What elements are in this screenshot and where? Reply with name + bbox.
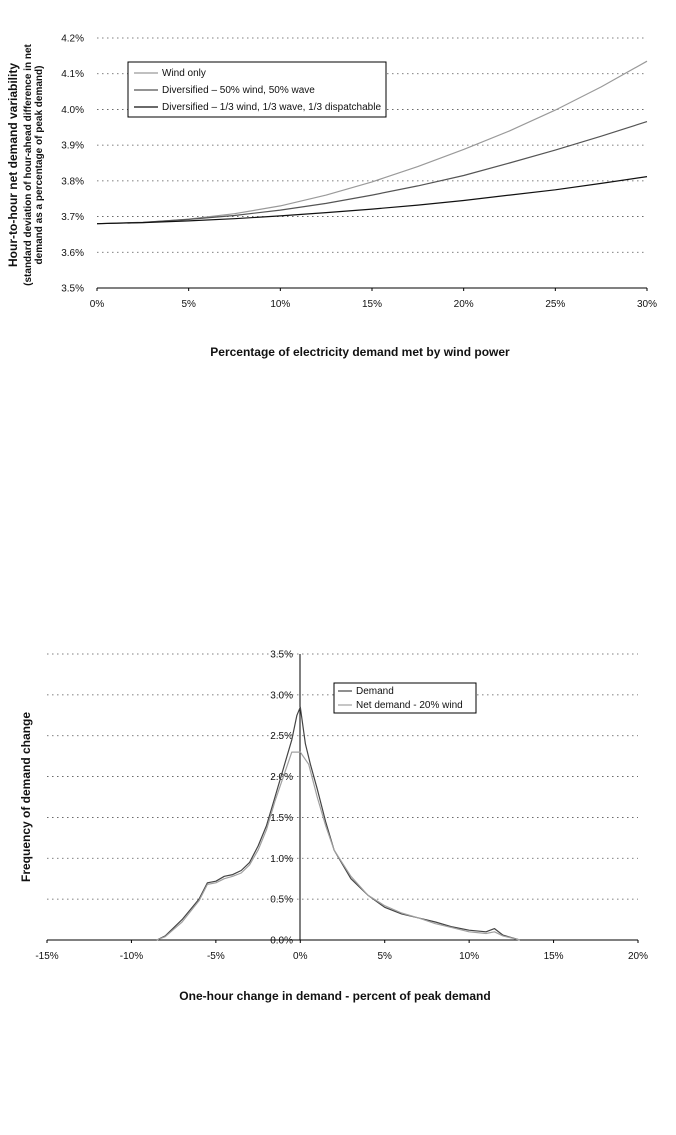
frequency-x-tick-label: 15% bbox=[544, 951, 564, 962]
variability-x-tick-label: 25% bbox=[545, 299, 565, 310]
frequency-y-tick-label: 3.5% bbox=[270, 650, 293, 661]
variability-x-tick-label: 30% bbox=[637, 299, 657, 310]
variability-y-tick-label: 3.9% bbox=[61, 141, 84, 152]
frequency-x-tick-label: 10% bbox=[459, 951, 479, 962]
frequency-y-tick-label: 0.5% bbox=[270, 895, 293, 906]
frequency-x-ticks: -15% -10% -5% 0% 5% 10% 15% 20% bbox=[35, 940, 648, 962]
variability-chart: 3.5% 3.6% 3.7% 3.8% 3.9% 4.0% 4.1% 4.2% 0% 5% 10%… bbox=[6, 34, 657, 360]
frequency-x-tick-label: -15% bbox=[35, 951, 58, 962]
legend-box bbox=[333, 682, 477, 714]
variability-x-tick-label: 20% bbox=[454, 299, 474, 310]
variability-legend: Wind only Diversified – 50% wind, 50% wa… bbox=[127, 61, 387, 118]
frequency-x-tick-label: 20% bbox=[628, 951, 648, 962]
legend-label-diversified-50: Diversified – 50% wind, 50% wave bbox=[162, 85, 315, 96]
frequency-chart: 0.0% 0.5% 1.0% 1.5% 2.0% 2.5% 3.0% 3.5% -15% -10… bbox=[19, 650, 648, 1004]
variability-y-tick-label: 3.7% bbox=[61, 212, 84, 223]
frequency-y-axis-title: Frequency of demand change bbox=[19, 712, 33, 882]
variability-y-tick-label: 3.8% bbox=[61, 176, 84, 187]
variability-x-tick-label: 10% bbox=[270, 299, 290, 310]
frequency-x-tick-label: -10% bbox=[120, 951, 143, 962]
variability-y-tick-label: 4.2% bbox=[61, 34, 84, 45]
frequency-series-line-2 bbox=[156, 751, 520, 941]
frequency-y-tick-label: 0.0% bbox=[270, 936, 293, 947]
legend-label-demand: Demand bbox=[356, 686, 394, 697]
variability-x-axis-title: Percentage of electricity demand met by … bbox=[210, 345, 510, 359]
frequency-x-tick-label: 5% bbox=[377, 951, 392, 962]
variability-y-axis-subtitle-1: (standard deviation of hour-ahead differ… bbox=[23, 43, 34, 285]
frequency-y-tick-label: 2.0% bbox=[270, 772, 293, 783]
variability-series-line-2 bbox=[96, 121, 648, 225]
frequency-y-tick-label: 1.5% bbox=[270, 813, 293, 824]
variability-y-tick-label: 4.0% bbox=[61, 105, 84, 116]
variability-y-tick-label: 3.5% bbox=[61, 284, 84, 295]
frequency-y-tick-label: 3.0% bbox=[270, 690, 293, 701]
variability-y-tick-label: 3.6% bbox=[61, 248, 84, 259]
frequency-series-line-1 bbox=[156, 706, 520, 941]
frequency-legend: Demand Net demand - 20% wind bbox=[333, 682, 477, 714]
variability-y-tick-label: 4.1% bbox=[61, 69, 84, 80]
variability-x-tick-label: 0% bbox=[90, 299, 105, 310]
legend-label-wind-only: Wind only bbox=[162, 68, 206, 79]
frequency-y-ticks: 0.0% 0.5% 1.0% 1.5% 2.0% 2.5% 3.0% 3.5% bbox=[270, 650, 293, 947]
frequency-y-tick-label: 1.0% bbox=[270, 854, 293, 865]
variability-series-line-3 bbox=[96, 176, 648, 225]
variability-series bbox=[96, 60, 648, 225]
variability-y-axis-title: Hour-to-hour net demand variability bbox=[6, 63, 20, 267]
frequency-series bbox=[156, 706, 520, 941]
legend-label-diversified-third: Diversified – 1/3 wind, 1/3 wave, 1/3 di… bbox=[162, 102, 381, 113]
variability-y-ticks: 3.5% 3.6% 3.7% 3.8% 3.9% 4.0% 4.1% 4.2% bbox=[61, 34, 84, 295]
frequency-x-axis-title: One-hour change in demand - percent of p… bbox=[179, 989, 490, 1003]
variability-y-axis-subtitle-2: demand as a percentage of peak demand) bbox=[34, 66, 45, 265]
frequency-y-tick-label: 2.5% bbox=[270, 731, 293, 742]
legend-box bbox=[127, 61, 387, 118]
legend-label-net-demand: Net demand - 20% wind bbox=[356, 700, 463, 711]
variability-x-tick-label: 5% bbox=[181, 299, 196, 310]
variability-x-ticks: 0% 5% 10% 15% 20% 25% 30% bbox=[90, 288, 657, 310]
variability-x-tick-label: 15% bbox=[362, 299, 382, 310]
frequency-x-tick-label: -5% bbox=[207, 951, 225, 962]
frequency-x-tick-label: 0% bbox=[293, 951, 308, 962]
